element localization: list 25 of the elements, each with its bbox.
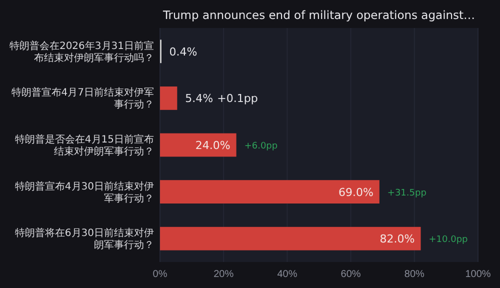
data-label: 0.4% xyxy=(169,45,198,58)
bar xyxy=(160,86,178,110)
chart-title: Trump announces end of military operations against… xyxy=(162,8,476,22)
data-label: 24.0% xyxy=(195,139,230,152)
annotation: +6.0pp xyxy=(244,142,278,152)
bar xyxy=(160,226,421,250)
y-tick-label: 特朗普宣布4月30日前结束对伊军事行动？ xyxy=(14,180,154,204)
x-tick-label: 80% xyxy=(404,269,425,280)
x-tick-label: 20% xyxy=(214,269,234,280)
y-tick-label: 特朗普是否会在4月15日前宣布结束对伊朗军事行动？ xyxy=(14,134,154,158)
y-tick-label: 特朗普宣布4月7日前结束对伊军事行动？ xyxy=(11,86,154,111)
bar xyxy=(160,180,380,204)
data-label: 69.0% xyxy=(338,186,374,199)
data-label: 5.4% xyxy=(185,92,214,106)
annotation: +0.1pp xyxy=(217,92,258,106)
y-tick-label: 特朗普会在2026年3月31日前宣布结束对伊朗军事行动吗？ xyxy=(9,40,154,64)
x-tick-label: 0% xyxy=(152,269,168,280)
annotation: +10.0pp xyxy=(428,235,468,246)
x-tick-label: 60% xyxy=(340,269,361,280)
y-tick-label: 特朗普将在6月30日前结束对伊朗军事行动？ xyxy=(14,227,154,252)
annotation: +31.5pp xyxy=(387,188,427,198)
data-label: 82.0% xyxy=(380,232,415,246)
bar xyxy=(160,133,236,157)
x-tick-label: 100% xyxy=(465,269,491,280)
x-tick-label: 40% xyxy=(277,269,298,280)
